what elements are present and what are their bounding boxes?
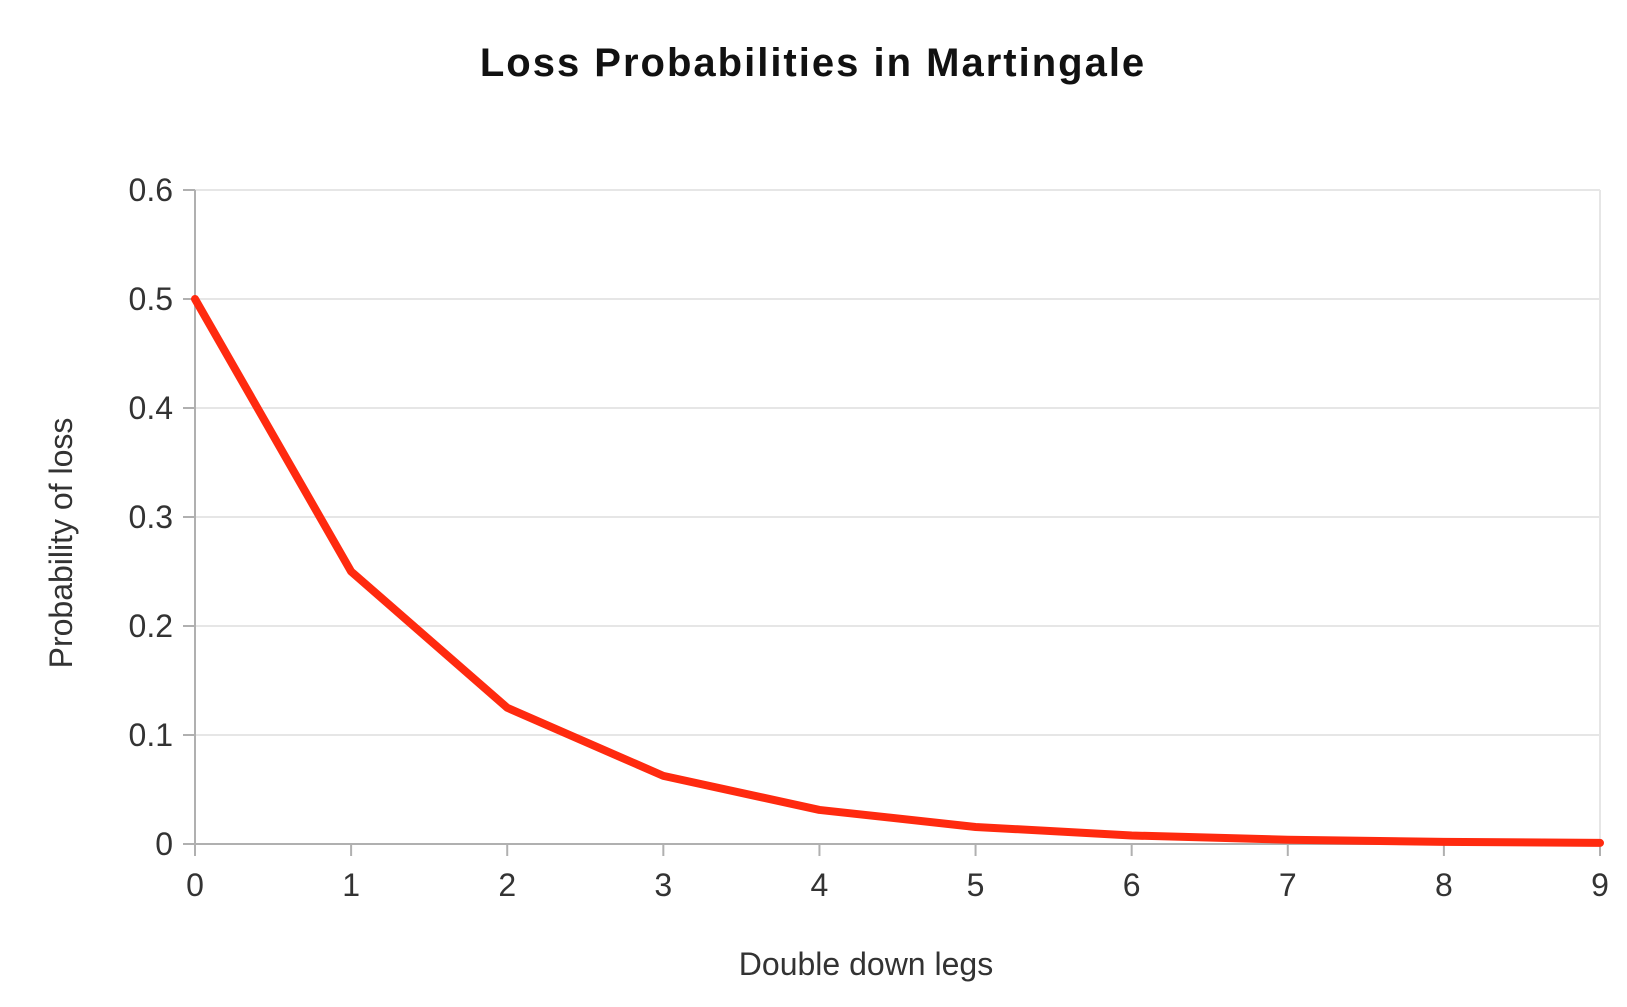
y-tick-label: 0.6 xyxy=(129,172,173,208)
tick-labels: 0 0.1 0.2 0.3 0.4 0.5 0.6 0 1 2 3 4 5 6 7 8 9 xyxy=(129,172,1609,903)
x-tick-label: 0 xyxy=(186,867,204,903)
y-tick-label: 0.3 xyxy=(129,499,173,535)
series-line xyxy=(191,295,1604,847)
y-tick-label: 0.2 xyxy=(129,608,173,644)
x-tick-label: 1 xyxy=(342,867,360,903)
x-tick-label: 8 xyxy=(1435,867,1453,903)
x-tick-label: 6 xyxy=(1123,867,1141,903)
y-tick-label: 0.5 xyxy=(129,281,173,317)
x-tick-label: 2 xyxy=(498,867,516,903)
chart-title: Loss Probabilities in Martingale xyxy=(480,41,1146,85)
y-tick-label: 0.1 xyxy=(129,717,173,753)
y-tick-label: 0.4 xyxy=(129,390,173,426)
x-tick-label: 9 xyxy=(1591,867,1609,903)
x-tick-label: 5 xyxy=(967,867,985,903)
y-tick-label: 0 xyxy=(155,826,173,862)
x-tick-label: 3 xyxy=(654,867,672,903)
x-tick-label: 4 xyxy=(811,867,829,903)
series-layer xyxy=(191,295,1604,847)
grid-lines xyxy=(195,189,1601,844)
y-axis-label: Probability of loss xyxy=(43,418,79,669)
x-axis-label: Double down legs xyxy=(739,946,993,982)
axes xyxy=(183,189,1601,856)
x-tick-label: 7 xyxy=(1279,867,1297,903)
